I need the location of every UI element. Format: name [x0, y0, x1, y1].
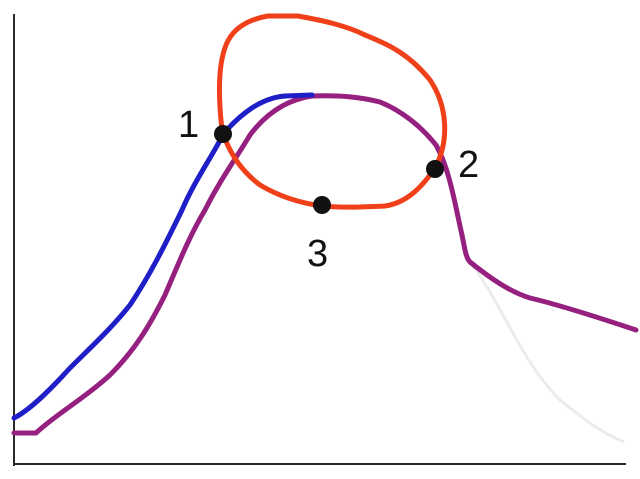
faint-tail-curve	[468, 261, 625, 444]
blue-curve	[11, 92, 315, 421]
point-3-marker	[313, 196, 331, 214]
point-2-marker	[426, 160, 444, 178]
purple-curve	[11, 93, 639, 436]
point-3-label: 3	[307, 233, 328, 275]
orange-loop	[216, 13, 448, 210]
point-1-marker	[214, 125, 232, 143]
point-2-label: 2	[458, 144, 479, 186]
point-1-label: 1	[178, 104, 199, 146]
